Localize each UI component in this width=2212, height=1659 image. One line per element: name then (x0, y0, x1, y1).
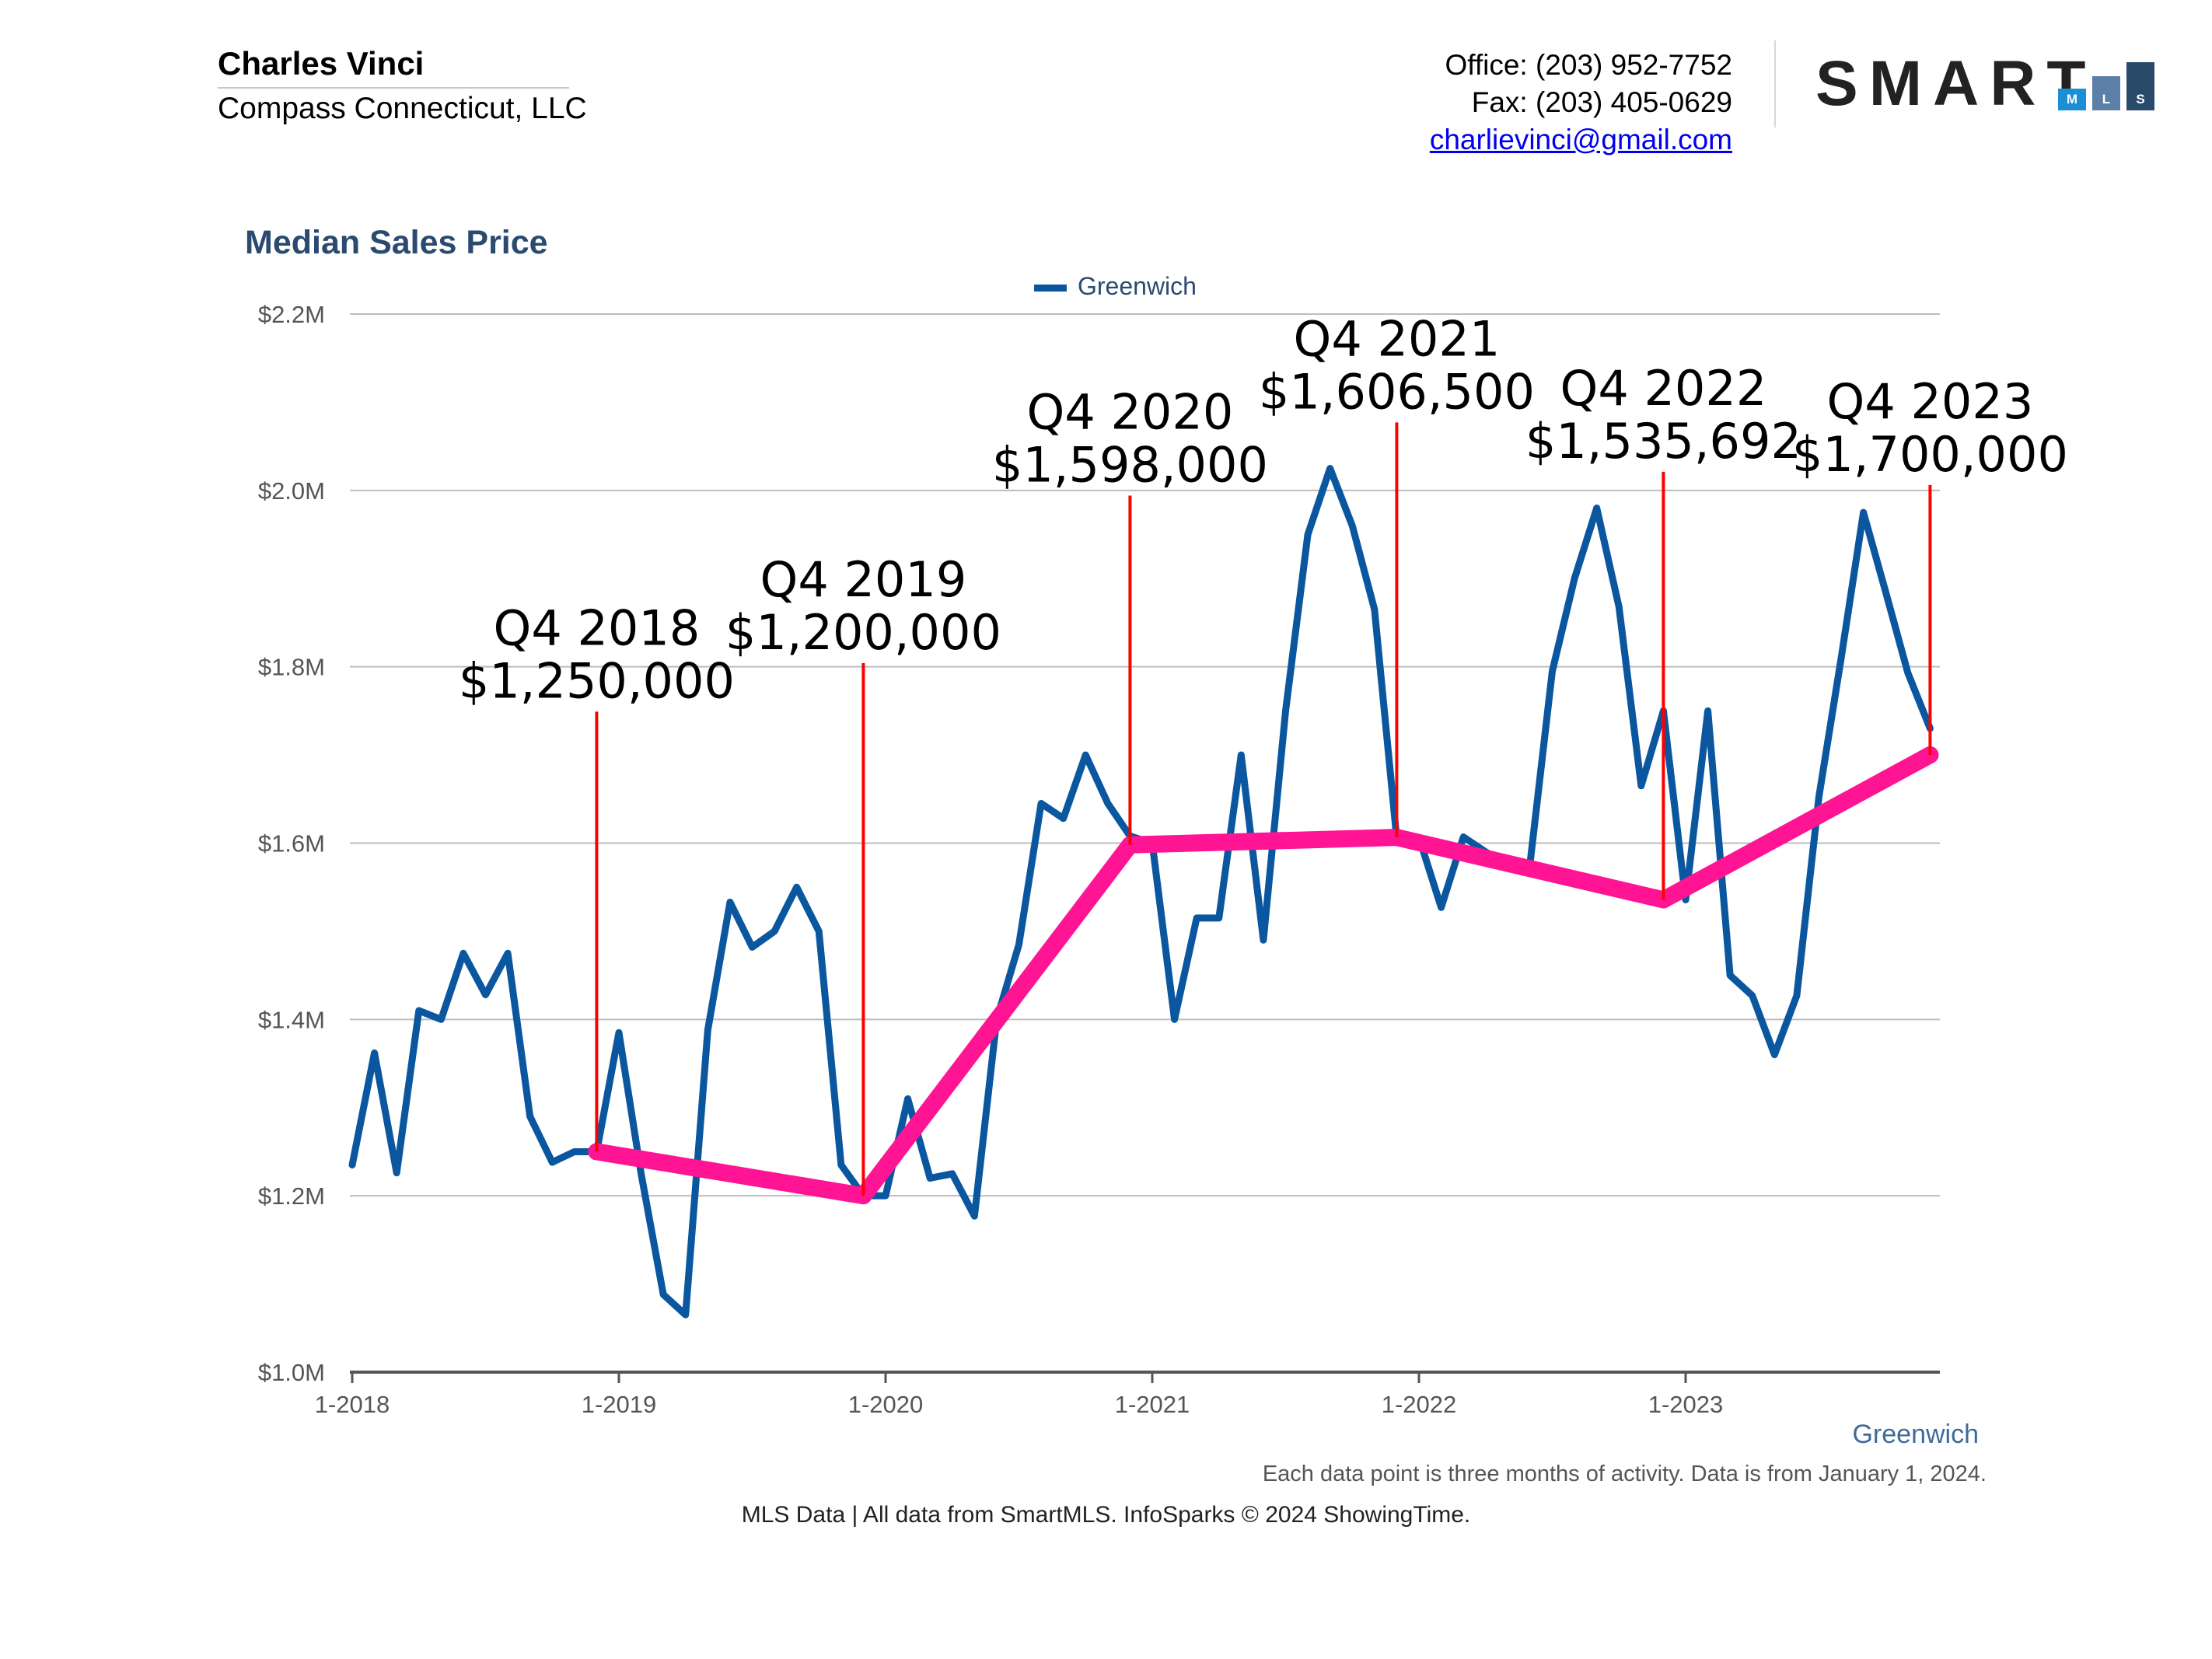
y-tick-label: $1.6M (258, 830, 325, 857)
series-label: Greenwich (1852, 1420, 1979, 1449)
x-tick-label: 1-2019 (582, 1391, 657, 1418)
contact-block: Office: (203) 952-7752 Fax: (203) 405-06… (1430, 47, 1732, 159)
series-layer (348, 464, 1939, 1318)
vertical-separator (1774, 40, 1776, 127)
logo-bar-l: L (2092, 76, 2120, 110)
y-tick-label: $2.2M (258, 301, 325, 328)
annotation-quarter-label: Q4 2023 (1827, 373, 2034, 430)
legend-swatch (1034, 285, 1067, 292)
y-tick-label: $2.0M (258, 477, 325, 505)
annotation-quarter-label: Q4 2021 (1294, 310, 1501, 367)
x-tick-label: 1-2020 (848, 1391, 924, 1418)
annotation-layer: Q4 2018$1,250,000 Q4 2019$1,200,000 Q4 202… (459, 310, 2068, 1196)
annotation-price-label: $1,700,000 (1792, 426, 2068, 483)
fax-number: Fax: (203) 405-0629 (1471, 86, 1732, 118)
axis-layer: $1.0M $1.2M $1.4M $1.6M $1.8M $2.0M $2.2M 1-201… (258, 301, 1940, 1418)
email-link[interactable]: charlievinci@gmail.com (1429, 124, 1732, 155)
chart-legend[interactable]: Greenwich (1034, 272, 1197, 301)
annotation-price-label: $1,598,000 (992, 436, 1268, 493)
source-credit: MLS Data | All data from SmartMLS. InfoS… (741, 1502, 1471, 1528)
q4-trend-line (588, 746, 1939, 1205)
legend-label: Greenwich (1078, 272, 1197, 300)
x-tick-label: 1-2023 (1648, 1391, 1724, 1418)
x-tick-label: 1-2018 (315, 1391, 390, 1418)
y-tick-label: $1.8M (258, 654, 325, 681)
x-tick-label: 1-2022 (1382, 1391, 1457, 1418)
logo-bar-m: M (2058, 89, 2086, 110)
logo-wordmark: SMART (1815, 48, 2097, 119)
annotation-quarter-label: Q4 2018 (494, 599, 701, 656)
annotation-price-label: $1,200,000 (725, 604, 1001, 661)
agent-name: Charles Vinci (218, 45, 425, 82)
annotation-quarter-label: Q4 2022 (1560, 360, 1767, 417)
logo-bar-s: S (2126, 62, 2154, 110)
office-phone: Office: (203) 952-7752 (1445, 49, 1732, 81)
annotation-quarter-label: Q4 2020 (1027, 383, 1234, 440)
y-tick-label: $1.4M (258, 1006, 325, 1033)
smartmls-logo: SMART M L S (1815, 51, 2158, 117)
chart-title: Median Sales Price (245, 224, 548, 261)
x-tick-label: 1-2021 (1115, 1391, 1190, 1418)
annotation-price-label: $1,250,000 (459, 652, 735, 709)
annotation-price-label: $1,606,500 (1259, 363, 1535, 420)
y-tick-label: $1.0M (258, 1359, 325, 1386)
header-divider (218, 87, 569, 89)
y-tick-label: $1.2M (258, 1182, 325, 1210)
annotation-quarter-label: Q4 2019 (760, 551, 967, 608)
annotation-price-label: $1,535,692 (1525, 413, 1801, 470)
agent-company: Compass Connecticut, LLC (218, 92, 587, 125)
footnote: Each data point is three months of activ… (1262, 1462, 1987, 1486)
logo-bars: M L S (2058, 62, 2158, 110)
